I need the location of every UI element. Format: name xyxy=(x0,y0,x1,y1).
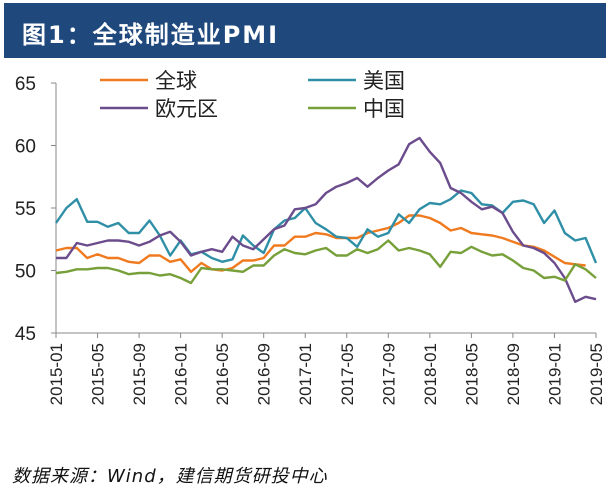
x-tick-label: 2015-05 xyxy=(89,343,108,405)
x-tick-label: 2016-09 xyxy=(255,343,274,405)
series-line-欧元区 xyxy=(56,136,597,303)
series-line-中国 xyxy=(55,239,597,285)
x-tick-label: 2015-01 xyxy=(47,343,66,405)
y-tick-label: 55 xyxy=(15,199,36,220)
x-tick-label: 2019-05 xyxy=(587,343,606,405)
y-tick-label: 60 xyxy=(15,137,36,158)
legend-label: 中国 xyxy=(363,97,405,121)
legend-label: 欧元区 xyxy=(155,97,218,121)
x-tick-label: 2016-05 xyxy=(213,343,232,405)
legend-label: 美国 xyxy=(363,69,405,93)
series-line-全球 xyxy=(55,214,586,273)
x-tick-label: 2017-05 xyxy=(338,343,357,405)
x-tick-label: 2015-09 xyxy=(130,343,149,405)
x-tick-label: 2019-01 xyxy=(545,343,564,405)
x-tick-label: 2018-09 xyxy=(504,343,523,405)
y-tick-label: 65 xyxy=(15,74,36,95)
x-tick-label: 2017-09 xyxy=(379,343,398,405)
x-tick-label: 2018-05 xyxy=(462,343,481,405)
x-tick-label: 2017-01 xyxy=(296,343,315,405)
y-tick-label: 45 xyxy=(15,324,36,345)
chart-title: 图1：全球制造业PMI xyxy=(22,21,280,49)
legend-label: 全球 xyxy=(155,69,197,93)
series-line-美国 xyxy=(55,189,598,264)
source-note: 数据来源：Wind，建信期货研投中心 xyxy=(12,466,328,487)
x-tick-label: 2018-01 xyxy=(421,343,440,405)
chart-title-bar: 图1：全球制造业PMI xyxy=(4,3,606,58)
x-tick-label: 2016-01 xyxy=(172,343,191,405)
y-tick-label: 50 xyxy=(15,262,36,283)
